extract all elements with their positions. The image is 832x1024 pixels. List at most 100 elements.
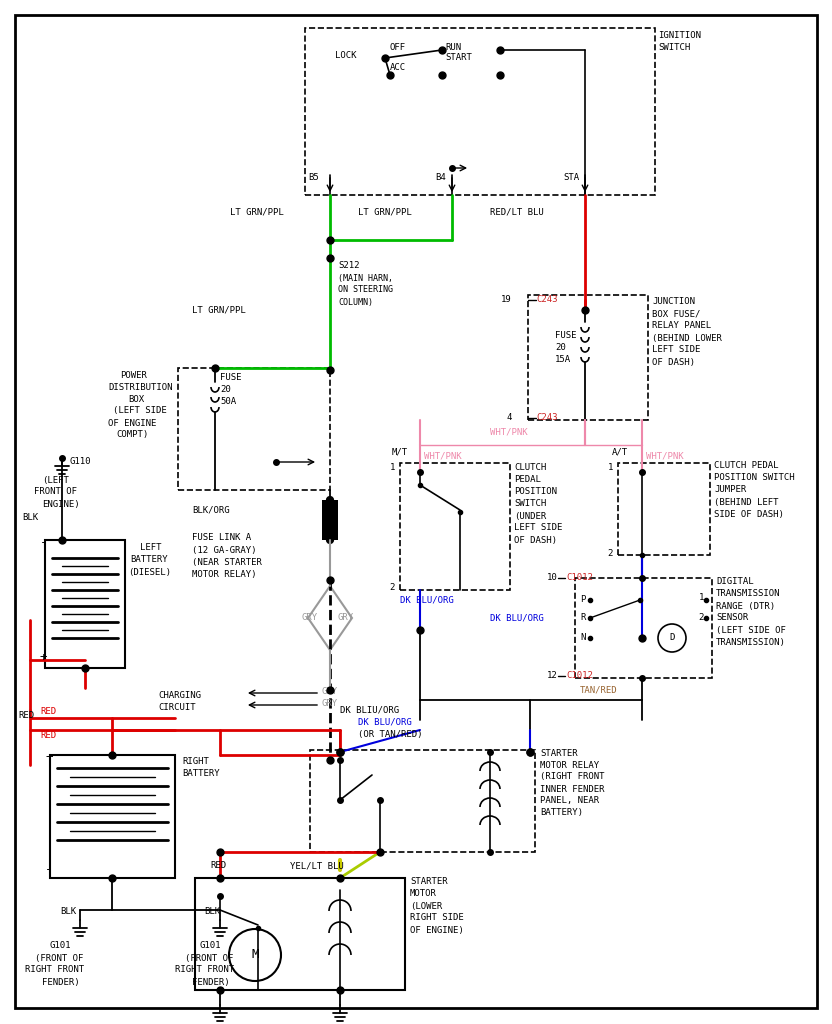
Text: GRY: GRY	[322, 686, 338, 695]
Text: S212: S212	[338, 260, 359, 269]
Text: FENDER): FENDER)	[192, 978, 230, 986]
Text: RIGHT FRONT: RIGHT FRONT	[25, 966, 84, 975]
Text: SWITCH: SWITCH	[658, 43, 691, 51]
Text: SWITCH: SWITCH	[514, 500, 547, 509]
Text: ON STEERING: ON STEERING	[338, 286, 393, 295]
Text: PEDAL: PEDAL	[514, 475, 541, 484]
Text: G101: G101	[50, 940, 72, 949]
Text: (DIESEL): (DIESEL)	[128, 567, 171, 577]
Text: 50A: 50A	[220, 397, 236, 407]
Text: OFF: OFF	[390, 43, 406, 52]
Text: RUN: RUN	[445, 43, 461, 52]
Text: GRY: GRY	[302, 613, 318, 623]
Text: RANGE (DTR): RANGE (DTR)	[716, 601, 775, 610]
Text: STA: STA	[563, 173, 579, 182]
Text: MOTOR RELAY: MOTOR RELAY	[540, 761, 599, 769]
Text: (FRONT OF: (FRONT OF	[35, 953, 83, 963]
Text: YEL/LT BLU: YEL/LT BLU	[290, 861, 344, 870]
Text: 12: 12	[547, 672, 558, 681]
Text: LEFT SIDE: LEFT SIDE	[514, 523, 562, 532]
Text: (BEHIND LEFT: (BEHIND LEFT	[714, 498, 779, 507]
Text: FRONT OF: FRONT OF	[34, 487, 77, 497]
Text: JUMPER: JUMPER	[714, 485, 746, 495]
Text: RED: RED	[40, 731, 56, 740]
Text: A/T: A/T	[612, 447, 628, 457]
Text: (BEHIND LOWER: (BEHIND LOWER	[652, 334, 722, 342]
Text: BATTERY): BATTERY)	[540, 809, 583, 817]
Text: OF ENGINE: OF ENGINE	[108, 419, 156, 427]
Text: B4: B4	[435, 173, 446, 182]
Text: ACC: ACC	[390, 63, 406, 73]
Text: -: -	[45, 863, 52, 877]
Text: 1: 1	[389, 463, 395, 471]
Text: 19: 19	[501, 296, 512, 304]
Text: DIGITAL: DIGITAL	[716, 578, 754, 587]
Text: C1012: C1012	[566, 573, 593, 583]
Text: RIGHT: RIGHT	[182, 758, 209, 767]
Text: D: D	[669, 634, 675, 642]
Text: C1012: C1012	[566, 672, 593, 681]
Text: (LOWER: (LOWER	[410, 901, 443, 910]
Text: BLK: BLK	[60, 907, 76, 916]
Text: INNER FENDER: INNER FENDER	[540, 784, 605, 794]
Text: RED: RED	[210, 861, 226, 870]
Text: LT GRN/PPL: LT GRN/PPL	[230, 208, 284, 216]
Text: SIDE OF DASH): SIDE OF DASH)	[714, 510, 784, 518]
Bar	[195, 878, 405, 990]
Text: 10: 10	[547, 573, 558, 583]
Bar	[322, 500, 338, 540]
Text: DK BLIU/ORG: DK BLIU/ORG	[340, 706, 399, 715]
Bar	[400, 463, 510, 590]
Text: GRY: GRY	[322, 698, 338, 708]
Text: G110: G110	[70, 458, 92, 467]
Text: TRANSMISSION: TRANSMISSION	[716, 590, 780, 598]
Text: (LEFT SIDE: (LEFT SIDE	[113, 407, 166, 416]
Text: STARTER: STARTER	[540, 749, 577, 758]
Text: C243: C243	[536, 414, 557, 423]
Text: B5: B5	[308, 173, 319, 182]
Text: P: P	[580, 596, 586, 604]
Text: CHARGING: CHARGING	[158, 690, 201, 699]
Text: (FRONT OF: (FRONT OF	[185, 953, 233, 963]
Text: WHT/PNK: WHT/PNK	[424, 452, 462, 461]
Text: TRANSMISSION): TRANSMISSION)	[716, 638, 786, 646]
Text: COLUMN): COLUMN)	[338, 298, 373, 306]
Text: ENGINE): ENGINE)	[42, 500, 80, 509]
Text: RED: RED	[18, 711, 34, 720]
Text: R: R	[580, 613, 586, 623]
Text: G101: G101	[200, 940, 221, 949]
Text: BATTERY: BATTERY	[130, 555, 167, 564]
Text: RED: RED	[40, 708, 56, 717]
Text: (LEFT SIDE OF: (LEFT SIDE OF	[716, 626, 786, 635]
Text: CLUTCH: CLUTCH	[514, 464, 547, 472]
Text: LOCK: LOCK	[335, 50, 356, 59]
Text: RIGHT SIDE: RIGHT SIDE	[410, 913, 463, 923]
Text: 2: 2	[699, 613, 704, 623]
Text: BLK: BLK	[22, 513, 38, 522]
Text: N: N	[580, 634, 586, 642]
Text: BOX: BOX	[128, 394, 144, 403]
Text: LT GRN/PPL: LT GRN/PPL	[358, 208, 412, 216]
Text: LT GRN/PPL: LT GRN/PPL	[192, 305, 245, 314]
Text: DK BLU/ORG: DK BLU/ORG	[400, 596, 453, 604]
Bar	[618, 463, 710, 555]
Text: 2: 2	[607, 549, 613, 557]
Text: (LEFT: (LEFT	[42, 475, 69, 484]
Text: M: M	[251, 948, 259, 962]
Text: MOTOR RELAY): MOTOR RELAY)	[192, 569, 256, 579]
Bar	[50, 755, 175, 878]
Text: C243: C243	[536, 296, 557, 304]
Text: 1: 1	[699, 594, 704, 602]
Text: COMPT): COMPT)	[116, 430, 148, 439]
Text: (UNDER: (UNDER	[514, 512, 547, 520]
Text: IGNITION: IGNITION	[658, 31, 701, 40]
Text: +: +	[45, 752, 52, 765]
Text: (RIGHT FRONT: (RIGHT FRONT	[540, 772, 605, 781]
Text: POSITION: POSITION	[514, 487, 557, 497]
Text: 20: 20	[555, 342, 566, 351]
Text: RELAY PANEL: RELAY PANEL	[652, 322, 711, 331]
Text: FUSE: FUSE	[555, 331, 577, 340]
Text: +: +	[40, 651, 47, 665]
Text: (MAIN HARN,: (MAIN HARN,	[338, 273, 393, 283]
Text: PANEL, NEAR: PANEL, NEAR	[540, 797, 599, 806]
